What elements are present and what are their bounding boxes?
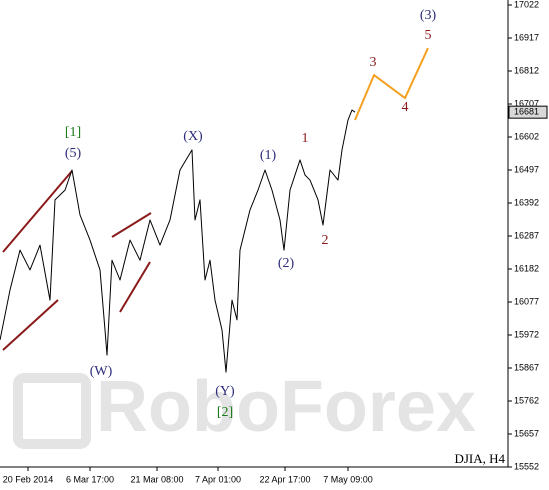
x-tick-label: 22 Apr 17:00: [259, 474, 310, 484]
watermark-logo: [13, 373, 91, 449]
watermark-group: RoboForex: [13, 367, 476, 449]
x-tick-label: 7 May 09:00: [323, 474, 373, 484]
y-tick-label: 16287: [514, 230, 539, 240]
y-tick-label: 16707: [514, 98, 539, 108]
wave-label: [2]: [217, 405, 233, 420]
y-tick-label: 16077: [514, 296, 539, 306]
x-tick-label: 20 Feb 2014: [3, 474, 54, 484]
wave-label: (3): [420, 8, 437, 23]
wave-label: (1): [260, 148, 277, 163]
y-tick-label: 16602: [514, 131, 539, 141]
y-tick-label: 15867: [514, 362, 539, 372]
wave-label: (X): [183, 129, 203, 144]
wave-label: 5: [425, 28, 432, 43]
wave-label: 1: [302, 131, 309, 146]
y-tick-label: 15657: [514, 428, 539, 438]
x-tick-label: 7 Apr 01:00: [195, 474, 241, 484]
y-tick-label: 16917: [514, 32, 539, 42]
channel-line: [111, 212, 152, 238]
wave-label: 3: [370, 55, 377, 70]
wave-label: 2: [322, 233, 329, 248]
last-price-label: 16681: [514, 107, 539, 117]
wave-label: (Y): [215, 384, 235, 399]
y-tick-label: 17022: [514, 0, 539, 9]
wave-label: [1]: [65, 125, 81, 140]
channels: [2, 170, 152, 351]
wave-label: (W): [90, 364, 113, 379]
y-tick-label: 16392: [514, 197, 539, 207]
price-line: [0, 109, 356, 373]
last-price-box: [508, 105, 548, 119]
y-tick-label: 16812: [514, 65, 539, 75]
x-tick-label: 21 Mar 08:00: [130, 474, 183, 484]
forecast-line: [354, 47, 429, 121]
chart-title: DJIA, H4: [454, 451, 505, 466]
watermark: RoboForex: [96, 367, 476, 447]
channel-line: [119, 261, 151, 313]
y-tick-label: 15552: [514, 461, 539, 471]
y-tick-label: 15762: [514, 395, 539, 405]
wave-label: 4: [402, 100, 409, 115]
channel-line: [2, 170, 73, 253]
y-tick-label: 16182: [514, 263, 539, 273]
wave-label: (5): [65, 146, 82, 161]
wave-label: (2): [278, 256, 295, 271]
y-tick-label: 15972: [514, 329, 539, 339]
channel-line: [2, 299, 59, 351]
x-tick-label: 6 Mar 17:00: [66, 474, 114, 484]
y-tick-label: 16497: [514, 164, 539, 174]
